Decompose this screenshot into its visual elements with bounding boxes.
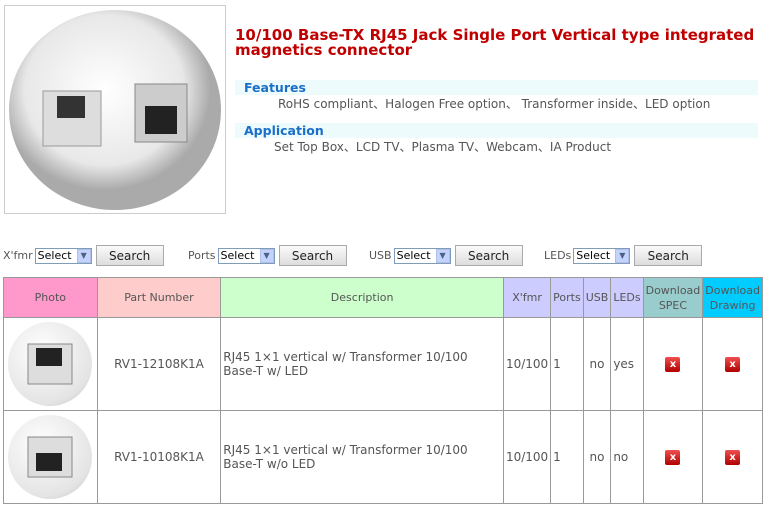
product-table: Photo Part Number Description X'fmr Ports USB… <box>3 277 763 504</box>
chevron-down-icon: ▼ <box>435 248 450 263</box>
download-drawing[interactable]: x <box>702 317 763 411</box>
download-drawing[interactable]: x <box>702 410 763 504</box>
xfmr-select[interactable]: Select ▼ <box>34 247 92 264</box>
download-spec[interactable]: x <box>642 410 704 504</box>
column-header: USB <box>582 277 612 318</box>
filter-label: Ports <box>188 249 216 262</box>
close-icon[interactable]: x <box>725 450 741 465</box>
product-thumbnail[interactable] <box>8 322 93 406</box>
filter-leds: LEDs Select ▼ Search <box>544 245 703 266</box>
usb: no <box>582 317 612 411</box>
ports: 1 <box>550 317 584 411</box>
chevron-down-icon: ▼ <box>76 248 91 263</box>
column-header: Ports <box>550 277 584 318</box>
filter-label: X'fmr <box>3 249 33 262</box>
filter-label: USB <box>369 249 392 262</box>
table-row: RV1-12108K1A RJ45 1×1 vertical w/ Transf… <box>3 317 763 411</box>
filter-usb: USB Select ▼ Search <box>369 245 523 266</box>
leds: no <box>610 410 644 504</box>
chevron-down-icon: ▼ <box>615 248 630 263</box>
close-icon[interactable]: x <box>725 357 741 372</box>
column-header: LEDs <box>610 277 644 318</box>
usb-select[interactable]: Select ▼ <box>393 247 451 264</box>
application-heading: Application <box>235 123 758 138</box>
application-text: Set Top Box、LCD TV、Plasma TV、Webcam、IA P… <box>274 140 612 154</box>
part-number[interactable]: RV1-12108K1A <box>96 317 222 411</box>
column-header: X'fmr <box>502 277 552 318</box>
description: RJ45 1×1 vertical w/ Transformer 10/100 … <box>220 410 504 504</box>
column-header: Photo <box>3 277 98 318</box>
product-title: 10/100 Base-TX RJ45 Jack Single Port Ver… <box>235 26 755 59</box>
xfmr: 10/100 <box>502 410 552 504</box>
filter-ports: Ports Select ▼ Search <box>188 245 347 266</box>
photo-cell[interactable] <box>3 410 98 504</box>
filter-xfmr: X'fmr Select ▼ Search <box>3 245 164 266</box>
xfmr: 10/100 <box>502 317 552 411</box>
description: RJ45 1×1 vertical w/ Transformer 10/100 … <box>220 317 504 411</box>
product-hero-image <box>4 5 226 214</box>
photo-cell[interactable] <box>3 317 98 411</box>
filter-label: LEDs <box>544 249 572 262</box>
usb-search-button[interactable]: Search <box>454 245 523 266</box>
xfmr-search-button[interactable]: Search <box>95 245 164 266</box>
column-header: Download Drawing <box>702 277 763 318</box>
close-icon[interactable]: x <box>665 450 681 465</box>
part-number[interactable]: RV1-10108K1A <box>96 410 222 504</box>
features-heading: Features <box>235 80 758 95</box>
column-header: Part Number <box>96 277 222 318</box>
chevron-down-icon: ▼ <box>259 248 274 263</box>
ports: 1 <box>550 410 584 504</box>
ports-search-button[interactable]: Search <box>278 245 347 266</box>
leds-select[interactable]: Select ▼ <box>573 247 631 264</box>
features-text: RoHS compliant、Halogen Free option、 Tran… <box>278 97 711 111</box>
usb: no <box>582 410 612 504</box>
column-header: Download SPEC <box>642 277 704 318</box>
product-thumbnail[interactable] <box>8 415 93 499</box>
close-icon[interactable]: x <box>665 357 681 372</box>
column-header: Description <box>220 277 504 318</box>
leds-search-button[interactable]: Search <box>634 245 703 266</box>
ports-select[interactable]: Select ▼ <box>217 247 275 264</box>
leds: yes <box>610 317 644 411</box>
download-spec[interactable]: x <box>642 317 704 411</box>
table-row: RV1-10108K1A RJ45 1×1 vertical w/ Transf… <box>3 410 763 504</box>
